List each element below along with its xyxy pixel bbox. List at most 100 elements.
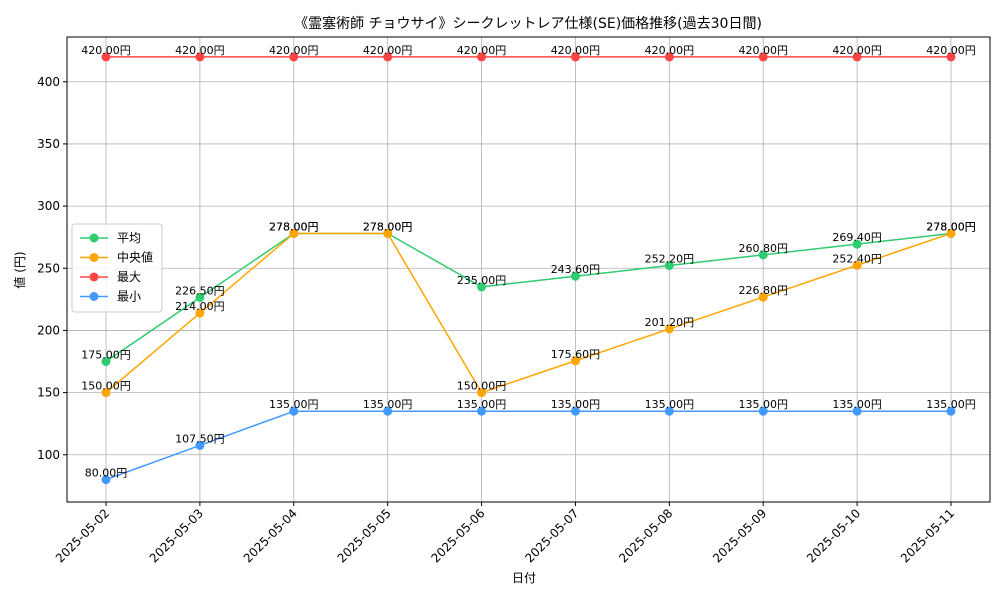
data-point <box>195 308 205 318</box>
series-line-2 <box>105 232 952 394</box>
data-label: 420.00円 <box>738 44 788 57</box>
data-label: 235.00円 <box>457 274 507 287</box>
data-point <box>195 292 205 302</box>
data-point <box>383 52 393 62</box>
data-point <box>101 475 111 485</box>
data-label: 420.00円 <box>269 44 319 57</box>
y-tick-label: 150 <box>37 386 60 400</box>
data-point <box>477 388 487 398</box>
y-tick-label: 300 <box>37 199 60 213</box>
data-point <box>664 52 674 62</box>
legend-marker <box>89 253 99 262</box>
data-label: 226.50円 <box>175 284 225 297</box>
data-label: 252.20円 <box>645 253 695 266</box>
data-point <box>758 250 768 260</box>
data-label: 420.00円 <box>832 44 882 57</box>
data-label: 80.00円 <box>85 467 128 480</box>
y-tick-label: 100 <box>37 448 60 462</box>
series-line-1 <box>105 232 952 363</box>
data-point <box>477 406 487 416</box>
x-tick-label: 2025-05-09 <box>710 506 769 565</box>
data-label: 278.00円 <box>269 220 319 233</box>
x-axis-title: 日付 <box>512 571 536 585</box>
data-label: 107.50円 <box>175 432 225 445</box>
data-label: 278.00円 <box>363 220 413 233</box>
x-tick-label: 2025-05-03 <box>147 506 206 565</box>
data-point <box>852 260 862 270</box>
series-line-4 <box>105 410 951 481</box>
data-point <box>101 52 111 62</box>
data-point <box>946 406 956 416</box>
x-tick-label: 2025-05-02 <box>53 506 112 565</box>
data-label: 135.00円 <box>551 398 601 411</box>
legend-marker <box>89 272 99 282</box>
data-label: 278.00円 <box>269 220 319 233</box>
data-label: 252.40円 <box>832 252 882 265</box>
legend-label: 中央値 <box>117 250 153 265</box>
data-label: 420.00円 <box>175 44 225 57</box>
data-point <box>289 228 299 238</box>
data-labels: 175.00円 226.50円 278.00円 278.00円 235.00円 243.6… <box>81 44 976 480</box>
data-label: 135.00円 <box>832 398 882 411</box>
data-label: 135.00円 <box>363 398 413 411</box>
legend-marker <box>89 233 99 243</box>
y-tick-label: 200 <box>37 323 60 337</box>
data-point <box>289 52 299 62</box>
data-point <box>758 52 768 62</box>
legend-label: 最大 <box>117 270 141 284</box>
data-label: 201.20円 <box>645 316 695 329</box>
data-label: 420.00円 <box>926 44 976 57</box>
data-point <box>946 228 956 238</box>
plot-frame <box>66 36 991 503</box>
data-label: 135.00円 <box>269 398 319 411</box>
chart-title: 《霊塞術師 チョウサイ》シークレットレア仕様(SE)価格推移(過去30日間) <box>294 15 762 32</box>
data-point <box>383 228 393 238</box>
data-point <box>758 292 768 302</box>
data-label: 420.00円 <box>457 44 507 57</box>
data-label: 214.00円 <box>175 300 225 313</box>
x-tick-label: 2025-05-07 <box>522 506 581 565</box>
data-label: 278.00円 <box>926 220 976 233</box>
x-tick-label: 2025-05-10 <box>804 506 863 565</box>
legend-label: 最小 <box>117 290 141 304</box>
data-point <box>289 406 299 416</box>
data-label: 243.60円 <box>551 263 601 276</box>
data-point <box>477 282 487 292</box>
data-point <box>664 324 674 334</box>
grid-lines <box>67 37 990 502</box>
y-tick-label: 250 <box>37 261 60 275</box>
data-label: 150.00円 <box>81 380 131 393</box>
data-label: 420.00円 <box>81 44 131 57</box>
data-label: 278.00円 <box>363 220 413 233</box>
data-point <box>570 52 580 62</box>
data-label: 135.00円 <box>457 398 507 411</box>
data-label: 175.60円 <box>551 348 601 361</box>
data-label: 150.00円 <box>457 380 507 393</box>
data-point <box>101 357 111 367</box>
series-layer <box>101 52 956 485</box>
data-point <box>946 52 956 62</box>
data-label: 135.00円 <box>926 398 976 411</box>
data-point <box>852 239 862 249</box>
data-label: 269.40円 <box>832 231 882 244</box>
x-tick-label: 2025-05-06 <box>428 506 487 565</box>
data-point <box>570 406 580 416</box>
data-point <box>195 52 205 62</box>
data-label: 135.00円 <box>645 398 695 411</box>
data-point <box>570 356 580 366</box>
data-label: 226.80円 <box>738 284 788 297</box>
y-tick-label: 350 <box>37 137 60 151</box>
data-label: 135.00円 <box>738 398 788 411</box>
legend-marker <box>89 292 99 301</box>
data-point <box>852 52 862 62</box>
data-point <box>101 388 111 398</box>
data-point <box>664 261 674 271</box>
data-point <box>477 52 487 62</box>
data-point <box>570 271 580 281</box>
legend-box <box>71 223 163 313</box>
x-tick-label: 2025-05-04 <box>241 506 300 565</box>
x-tick-label: 2025-05-08 <box>616 506 675 565</box>
x-tick-label: 2025-05-05 <box>335 506 394 565</box>
